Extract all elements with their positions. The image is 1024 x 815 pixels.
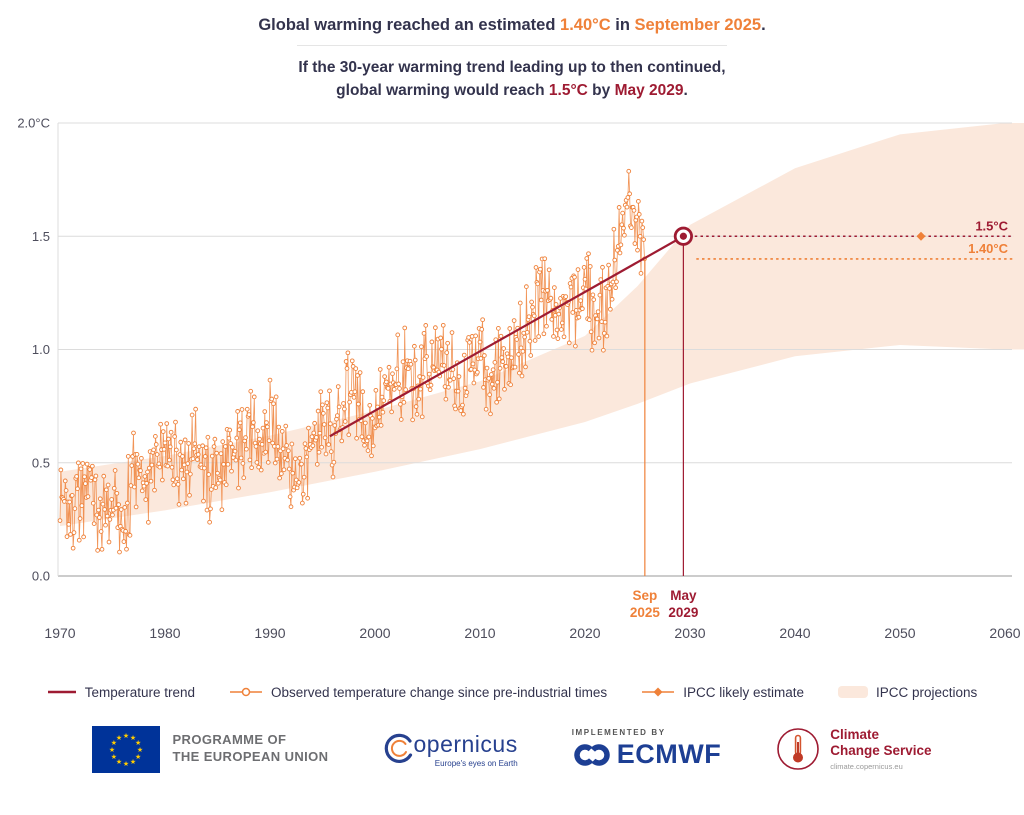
subtitle-value-date: May 2029: [614, 82, 684, 100]
svg-text:1980: 1980: [149, 625, 180, 641]
svg-text:1990: 1990: [254, 625, 285, 641]
svg-text:★: ★: [137, 745, 143, 753]
chart-svg: 0.0 0.5 1.0 1.5 2.0°C 1970 1980 1990 2000 2010 202…: [17, 115, 1024, 641]
svg-text:1.5°C: 1.5°C: [975, 218, 1008, 233]
climate-change-service-logo: Climate Change Service climate.copernicu…: [775, 726, 932, 772]
implemented-by-label: IMPLEMENTED BY: [571, 728, 666, 737]
svg-text:★: ★: [123, 759, 129, 767]
trend-line-swatch: [47, 690, 76, 694]
page-subtitle: If the 30-year warming trend leading up …: [0, 56, 1024, 103]
ecmwf-mark-icon: [573, 743, 610, 766]
svg-text:2000: 2000: [359, 625, 390, 641]
svg-text:2010: 2010: [464, 625, 495, 641]
svg-text:1.40°C: 1.40°C: [968, 240, 1009, 255]
svg-text:2025: 2025: [630, 605, 661, 620]
eu-programme-text: PROGRAMME OF THE EUROPEAN UNION: [172, 732, 329, 764]
svg-text:★: ★: [135, 738, 141, 746]
eu-flag-stars: ★ ★★★★★★★★★★★: [109, 731, 143, 767]
legend-label: Observed temperature change since pre-in…: [271, 684, 608, 700]
ipcc-projections-swatch: [837, 686, 868, 698]
header-divider: [297, 45, 727, 46]
svg-text:1.5: 1.5: [32, 228, 50, 243]
svg-text:★: ★: [109, 745, 115, 753]
copernicus-text: opernicus Europe's eyes on Earth: [413, 730, 518, 768]
svg-text:2029: 2029: [668, 605, 698, 620]
svg-text:★: ★: [116, 758, 122, 766]
svg-text:★: ★: [116, 733, 122, 741]
svg-text:Sep: Sep: [632, 588, 657, 603]
svg-text:0.5: 0.5: [32, 455, 50, 470]
ipcc-estimate-swatch: [642, 687, 675, 697]
subtitle-value-temp: 1.5°C: [548, 82, 588, 100]
svg-text:2060: 2060: [989, 625, 1020, 641]
subtitle-line1: If the 30-year warming trend leading up …: [298, 59, 726, 76]
svg-text:2.0°C: 2.0°C: [17, 115, 50, 130]
legend-item-ipcc-projections: IPCC projections: [837, 684, 978, 700]
thermometer-icon: [777, 728, 820, 770]
subtitle-line2: global warming would reach 1.5°C by May …: [336, 82, 688, 100]
svg-text:1.0: 1.0: [32, 342, 50, 357]
svg-text:★: ★: [130, 758, 136, 766]
title-text: Global warming reached an estimated: [258, 16, 561, 34]
ccs-text: Climate Change Service climate.copernicu…: [830, 726, 932, 772]
copernicus-swirl-icon: [385, 733, 413, 763]
svg-text:May: May: [670, 588, 697, 603]
svg-text:2050: 2050: [884, 625, 915, 641]
legend-item-ipcc-estimate: IPCC likely estimate: [641, 685, 804, 700]
title-value-temp: 1.40°C: [560, 16, 611, 34]
svg-text:★: ★: [111, 738, 117, 746]
svg-text:★: ★: [123, 731, 129, 739]
svg-text:0.0: 0.0: [32, 568, 50, 583]
legend-label: IPCC projections: [875, 684, 978, 700]
copernicus-logo: opernicus Europe's eyes on Earth: [382, 730, 518, 768]
svg-text:1970: 1970: [44, 625, 75, 641]
svg-text:2040: 2040: [779, 625, 810, 641]
legend-label: IPCC likely estimate: [683, 684, 804, 700]
svg-text:2020: 2020: [569, 625, 600, 641]
ecmwf-logo: IMPLEMENTED BY ECMWF: [571, 728, 722, 769]
svg-text:★: ★: [111, 752, 117, 760]
legend-label: Temperature trend: [84, 684, 196, 700]
chart-legend: Temperature trend Observed temperature c…: [0, 685, 1024, 700]
legend-item-observed: Observed temperature change since pre-in…: [229, 685, 607, 700]
svg-text:2030: 2030: [674, 625, 705, 641]
eu-programme-logo: ★ ★ ★ ★ ★ ★ ★ ★ ★ ★ ★ ★ PROGRAMME OF THE EUROPEAN U…: [92, 725, 329, 773]
footer-logos: ★ ★ ★ ★ ★ ★ ★ ★ ★ ★ ★ ★ PROGRAMME OF THE EUROPEAN U…: [0, 725, 1024, 773]
observed-line-swatch: [230, 687, 263, 697]
svg-text:★: ★: [135, 752, 141, 760]
title-value-date: September 2025: [634, 16, 762, 34]
page-title: Global warming reached an estimated 1.40…: [258, 16, 766, 34]
chart-area: 0.0 0.5 1.0 1.5 2.0°C 1970 1980 1990 2000 2010 202…: [0, 111, 1024, 661]
svg-text:★: ★: [130, 733, 136, 741]
header: Global warming reached an estimated 1.40…: [0, 0, 1024, 103]
legend-item-trend: Temperature trend: [47, 685, 195, 700]
eu-flag-icon: ★ ★★★★★★★★★★★: [92, 725, 161, 773]
